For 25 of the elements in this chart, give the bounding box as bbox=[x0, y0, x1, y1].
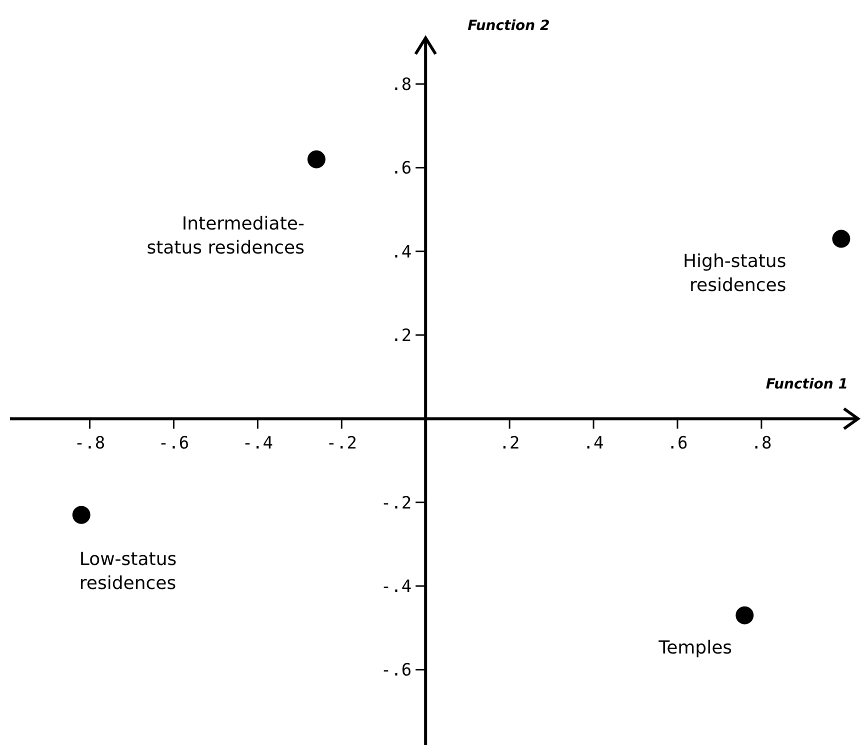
x-tick-label: -.8 bbox=[74, 434, 106, 454]
y-tick-label: .2 bbox=[391, 326, 412, 346]
point bbox=[72, 506, 90, 524]
x-tick-label: -.2 bbox=[326, 434, 358, 454]
annotation: Low-status residences bbox=[79, 548, 177, 594]
x-tick-label: .8 bbox=[751, 434, 772, 454]
annotation: Temples bbox=[658, 637, 732, 658]
x-tick-label: .2 bbox=[499, 434, 520, 454]
point bbox=[736, 606, 754, 624]
annotation: High-status residences bbox=[683, 250, 786, 296]
x-axis-title: Function 1 bbox=[766, 376, 848, 393]
x-tick-label: .6 bbox=[667, 434, 688, 454]
x-tick-label: .4 bbox=[583, 434, 604, 454]
x-tick-label: -.4 bbox=[242, 434, 274, 454]
point bbox=[832, 230, 850, 248]
y-tick-label: -.2 bbox=[380, 493, 412, 514]
annotation: Intermediate-status residences bbox=[146, 213, 304, 258]
x-tick-label: -.6 bbox=[158, 434, 190, 454]
y-tick-label: .4 bbox=[391, 242, 412, 262]
y-tick-label: -.4 bbox=[380, 577, 412, 598]
y-tick-label: -.6 bbox=[380, 660, 412, 681]
y-tick-label: .8 bbox=[391, 75, 412, 96]
y-tick-label: .6 bbox=[391, 158, 412, 179]
y-axis-title: Function 2 bbox=[468, 18, 550, 34]
point bbox=[307, 150, 326, 168]
